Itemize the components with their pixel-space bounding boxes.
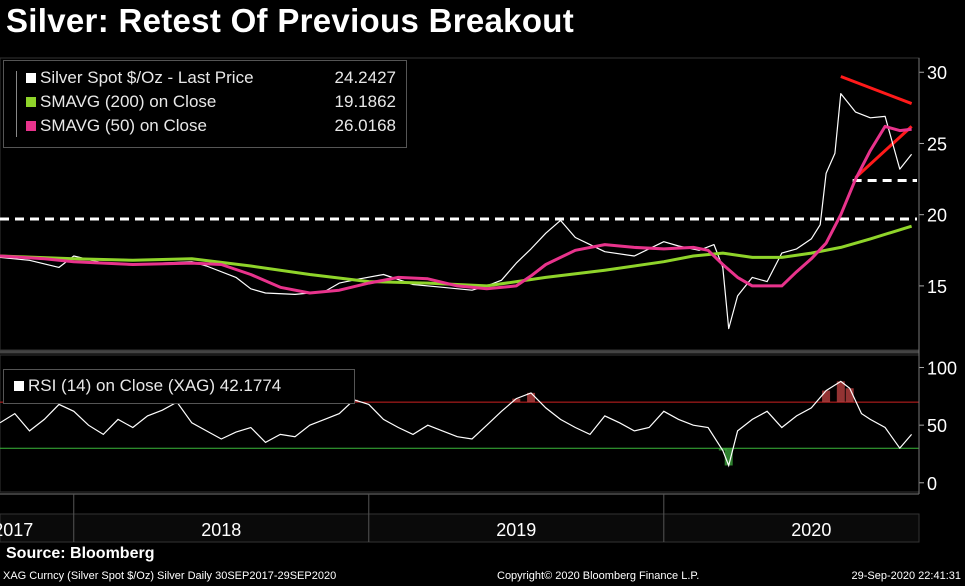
rsi-series bbox=[0, 380, 913, 468]
legend-item-sma50: SMAVG (50) on Close bbox=[26, 116, 207, 136]
price-tick-label: 30 bbox=[927, 63, 947, 83]
legend-swatch-price bbox=[26, 73, 36, 83]
rsi-levels bbox=[0, 401, 919, 449]
legend-item-sma200: SMAVG (200) on Close bbox=[26, 92, 216, 112]
price-tick-label: 25 bbox=[927, 134, 947, 154]
legend-label-price: Silver Spot $/Oz - Last Price bbox=[40, 68, 254, 87]
price-legend: Silver Spot $/Oz - Last Price 24.2427 SM… bbox=[3, 60, 407, 148]
sma50-line bbox=[0, 124, 912, 295]
chart-title: Silver: Retest Of Previous Breakout bbox=[6, 2, 575, 39]
rsi-overbought-fill bbox=[527, 392, 536, 403]
price-axis: 15 20 25 30 bbox=[919, 63, 947, 297]
price-tick-label: 15 bbox=[927, 277, 947, 297]
x-axis: 2017 2018 2019 2020 bbox=[0, 493, 920, 543]
x-tick-label: 2018 bbox=[201, 520, 241, 540]
rsi-tick-label: 50 bbox=[927, 416, 947, 436]
price-series bbox=[0, 92, 913, 330]
rsi-tick-label: 100 bbox=[927, 359, 957, 379]
price-tick-label: 20 bbox=[927, 206, 947, 226]
legend-tree-icon bbox=[16, 71, 23, 137]
legend-value-sma200: 19.1862 bbox=[334, 92, 396, 111]
price-annotations bbox=[0, 75, 917, 221]
rsi-axis: 0 50 100 bbox=[919, 359, 957, 494]
legend-item-price: Silver Spot $/Oz - Last Price bbox=[26, 68, 254, 88]
rsi-legend-item: RSI (14) on Close (XAG) 42.1774 bbox=[14, 376, 281, 396]
trendline-2 bbox=[840, 75, 913, 105]
rsi-overbought-fill bbox=[845, 388, 854, 403]
footer-ticker-info: XAG Curncy (Silver Spot $/Oz) Silver Dai… bbox=[3, 570, 337, 582]
rsi-tick-label: 0 bbox=[927, 474, 937, 494]
trendline-3 bbox=[854, 125, 913, 179]
sma200-line bbox=[0, 224, 913, 288]
rsi-overbought-fill bbox=[822, 390, 831, 403]
legend-value-sma50: 26.0168 bbox=[334, 116, 396, 135]
price-line bbox=[0, 92, 913, 330]
footer-timestamp: 29-Sep-2020 22:41:31 bbox=[851, 570, 961, 582]
rsi-legend-swatch bbox=[14, 381, 24, 391]
rsi-legend-label: RSI (14) on Close (XAG) 42.1774 bbox=[28, 376, 282, 395]
price-panel: 15 20 25 30 bbox=[0, 57, 947, 351]
rsi-overbought-fill bbox=[512, 398, 521, 403]
x-tick-label: 2019 bbox=[496, 520, 536, 540]
footer-copyright: Copyright© 2020 Bloomberg Finance L.P. bbox=[497, 570, 700, 582]
rsi-overbought-fill bbox=[836, 381, 845, 403]
rsi-oversold-fill bbox=[718, 448, 727, 451]
legend-swatch-sma200 bbox=[26, 97, 36, 107]
x-tick-label: 2020 bbox=[791, 520, 831, 540]
rsi-legend: RSI (14) on Close (XAG) 42.1774 bbox=[3, 369, 355, 404]
x-axis-band bbox=[0, 513, 920, 543]
x-tick-label: 2017 bbox=[0, 520, 33, 540]
legend-label-sma50: SMAVG (50) on Close bbox=[40, 116, 207, 135]
legend-label-sma200: SMAVG (200) on Close bbox=[40, 92, 217, 111]
legend-value-price: 24.2427 bbox=[334, 68, 396, 87]
source-note: Source: Bloomberg bbox=[6, 545, 155, 562]
rsi-oversold-fill bbox=[724, 448, 733, 466]
rsi-line bbox=[0, 380, 913, 468]
legend-swatch-sma50 bbox=[26, 121, 36, 131]
